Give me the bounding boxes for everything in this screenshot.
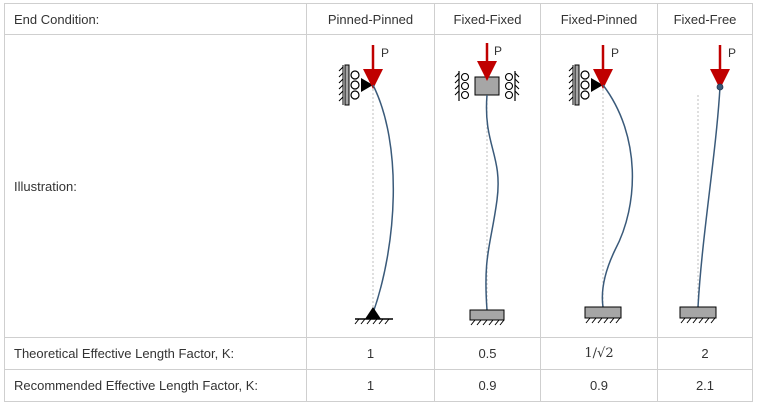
roller-support-icon: [338, 64, 373, 106]
recommended-label: Recommended Effective Length Factor, K:: [4, 369, 307, 402]
buckled-column: [485, 94, 499, 311]
theoretical-k-fixed-fixed: 0.5: [434, 337, 541, 370]
effective-length-table: End Condition: Pinned-Pinned Fixed-Fixed…: [4, 3, 753, 402]
recommended-row: Recommended Effective Length Factor, K: …: [4, 369, 753, 402]
fixed-pinned-diagram: P: [568, 45, 634, 324]
theoretical-k-pinned-pinned: 1: [306, 337, 435, 370]
theoretical-k-fixed-free: 2: [657, 337, 753, 370]
recommended-k-fixed-free: 2.1: [657, 369, 753, 402]
illustration-row: Illustration:: [4, 34, 753, 338]
header-pinned-pinned: Pinned-Pinned: [306, 3, 435, 35]
fixed-free-diagram: P: [679, 45, 736, 324]
header-fixed-pinned: Fixed-Pinned: [540, 3, 658, 35]
load-label: P: [494, 44, 502, 58]
illustration-fixed-fixed: P: [434, 34, 541, 338]
illustration-label: Illustration:: [4, 34, 307, 338]
theoretical-label: Theoretical Effective Length Factor, K:: [4, 337, 307, 370]
recommended-k-fixed-fixed: 0.9: [434, 369, 541, 402]
illustration-fixed-free: P: [657, 34, 753, 338]
guided-support-icon: [454, 71, 520, 101]
fixed-fixed-diagram: P: [454, 43, 520, 326]
load-label: P: [611, 46, 619, 60]
buckled-column: [372, 84, 394, 314]
header-fixed-fixed: Fixed-Fixed: [434, 3, 541, 35]
load-label: P: [381, 46, 389, 60]
header-fixed-free: Fixed-Free: [657, 3, 753, 35]
fixed-base-icon: [584, 306, 622, 324]
fixed-base-icon: [469, 309, 505, 326]
illustration-pinned-pinned: P: [306, 34, 435, 338]
buckled-column: [601, 84, 634, 308]
illustration-fixed-pinned: P: [540, 34, 658, 338]
recommended-k-fixed-pinned: 0.9: [540, 369, 658, 402]
recommended-k-pinned-pinned: 1: [306, 369, 435, 402]
free-end-node: [716, 83, 724, 91]
fixed-base-icon: [679, 306, 717, 324]
pin-support-icon: [354, 307, 393, 325]
load-label: P: [728, 46, 736, 60]
theoretical-k-fixed-pinned: 1/√2: [540, 337, 658, 370]
buckled-column: [697, 86, 721, 308]
header-row: End Condition: Pinned-Pinned Fixed-Fixed…: [4, 3, 753, 35]
pinned-pinned-diagram: P: [338, 45, 394, 325]
end-condition-label: End Condition:: [4, 3, 307, 35]
theoretical-row: Theoretical Effective Length Factor, K: …: [4, 337, 753, 370]
roller-support-icon: [568, 64, 603, 106]
